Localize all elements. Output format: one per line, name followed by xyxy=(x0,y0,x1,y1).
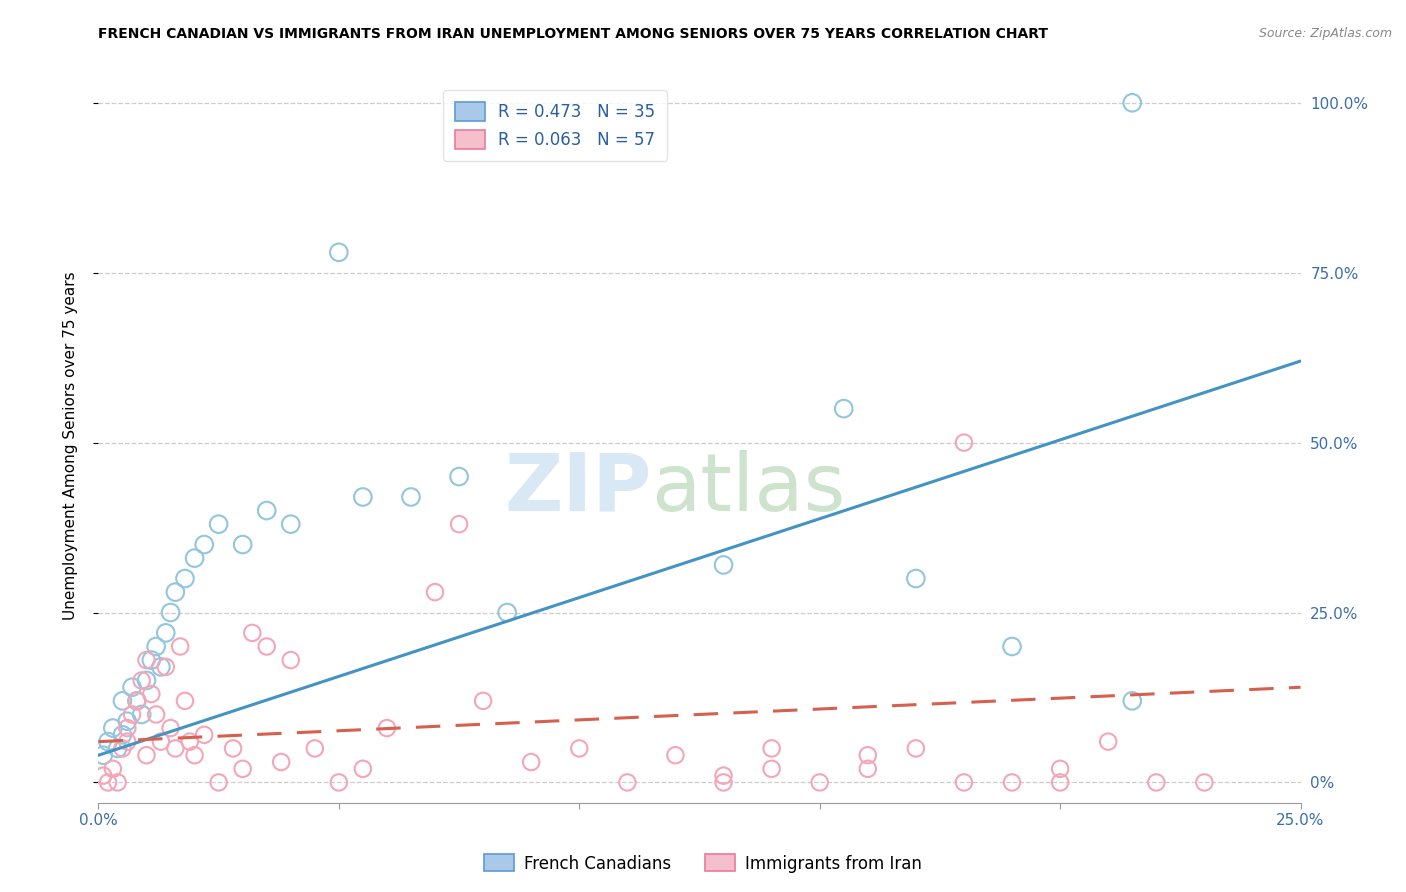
Point xyxy=(91,748,114,763)
Point xyxy=(232,537,254,551)
Point xyxy=(141,653,163,667)
Text: atlas: atlas xyxy=(651,450,846,528)
Point xyxy=(472,694,495,708)
Point xyxy=(328,245,350,260)
Point xyxy=(304,741,326,756)
Legend: R = 0.473   N = 35, R = 0.063   N = 57: R = 0.473 N = 35, R = 0.063 N = 57 xyxy=(443,90,666,161)
Text: ZIP: ZIP xyxy=(505,450,651,528)
Point xyxy=(1049,762,1071,776)
Point xyxy=(117,714,139,729)
Point xyxy=(169,640,191,654)
Point xyxy=(135,673,157,688)
Point xyxy=(447,469,470,483)
Point xyxy=(520,755,543,769)
Point xyxy=(423,585,446,599)
Point xyxy=(149,734,172,748)
Point xyxy=(141,687,163,701)
Point xyxy=(496,606,519,620)
Point xyxy=(125,694,148,708)
Point xyxy=(280,517,302,532)
Point xyxy=(328,775,350,789)
Point xyxy=(145,707,167,722)
Point xyxy=(135,653,157,667)
Point xyxy=(352,490,374,504)
Point xyxy=(1194,775,1216,789)
Point xyxy=(165,741,187,756)
Point xyxy=(101,762,124,776)
Point xyxy=(222,741,245,756)
Point xyxy=(107,741,129,756)
Point xyxy=(240,626,263,640)
Point xyxy=(1049,775,1071,789)
Point xyxy=(1144,775,1167,789)
Point xyxy=(1001,640,1024,654)
Point xyxy=(131,707,153,722)
Text: FRENCH CANADIAN VS IMMIGRANTS FROM IRAN UNEMPLOYMENT AMONG SENIORS OVER 75 YEARS: FRENCH CANADIAN VS IMMIGRANTS FROM IRAN … xyxy=(98,27,1049,41)
Point xyxy=(832,401,855,416)
Point xyxy=(856,748,879,763)
Point xyxy=(107,775,129,789)
Point xyxy=(232,762,254,776)
Point xyxy=(193,728,215,742)
Point xyxy=(904,741,927,756)
Point xyxy=(808,775,831,789)
Point xyxy=(713,769,735,783)
Point xyxy=(256,640,278,654)
Point xyxy=(256,503,278,517)
Point xyxy=(616,775,638,789)
Point xyxy=(91,769,114,783)
Point xyxy=(664,748,686,763)
Point xyxy=(904,572,927,586)
Point xyxy=(352,762,374,776)
Point xyxy=(713,558,735,572)
Point xyxy=(1121,95,1143,110)
Point xyxy=(101,721,124,735)
Point xyxy=(174,694,197,708)
Point xyxy=(131,673,153,688)
Point xyxy=(111,728,134,742)
Point xyxy=(149,660,172,674)
Point xyxy=(117,721,139,735)
Point xyxy=(135,748,157,763)
Point xyxy=(399,490,422,504)
Point xyxy=(117,734,139,748)
Point xyxy=(1001,775,1024,789)
Point xyxy=(568,741,591,756)
Point xyxy=(953,775,976,789)
Point xyxy=(125,694,148,708)
Point xyxy=(174,572,197,586)
Point xyxy=(111,741,134,756)
Point xyxy=(155,660,177,674)
Point xyxy=(159,606,181,620)
Point xyxy=(280,653,302,667)
Point xyxy=(179,734,201,748)
Point xyxy=(375,721,398,735)
Legend: French Canadians, Immigrants from Iran: French Canadians, Immigrants from Iran xyxy=(478,847,928,880)
Point xyxy=(953,435,976,450)
Point xyxy=(183,551,205,566)
Point xyxy=(1097,734,1119,748)
Point xyxy=(145,640,167,654)
Point xyxy=(155,626,177,640)
Point xyxy=(121,707,143,722)
Y-axis label: Unemployment Among Seniors over 75 years: Unemployment Among Seniors over 75 years xyxy=(63,272,77,620)
Point xyxy=(713,775,735,789)
Point xyxy=(208,775,231,789)
Point xyxy=(193,537,215,551)
Point xyxy=(97,775,120,789)
Point xyxy=(159,721,181,735)
Point xyxy=(97,734,120,748)
Point xyxy=(165,585,187,599)
Point xyxy=(761,741,783,756)
Point xyxy=(270,755,292,769)
Point xyxy=(856,762,879,776)
Point xyxy=(1121,694,1143,708)
Point xyxy=(761,762,783,776)
Point xyxy=(121,680,143,694)
Text: Source: ZipAtlas.com: Source: ZipAtlas.com xyxy=(1258,27,1392,40)
Point xyxy=(183,748,205,763)
Point xyxy=(208,517,231,532)
Point xyxy=(111,694,134,708)
Point xyxy=(447,517,470,532)
